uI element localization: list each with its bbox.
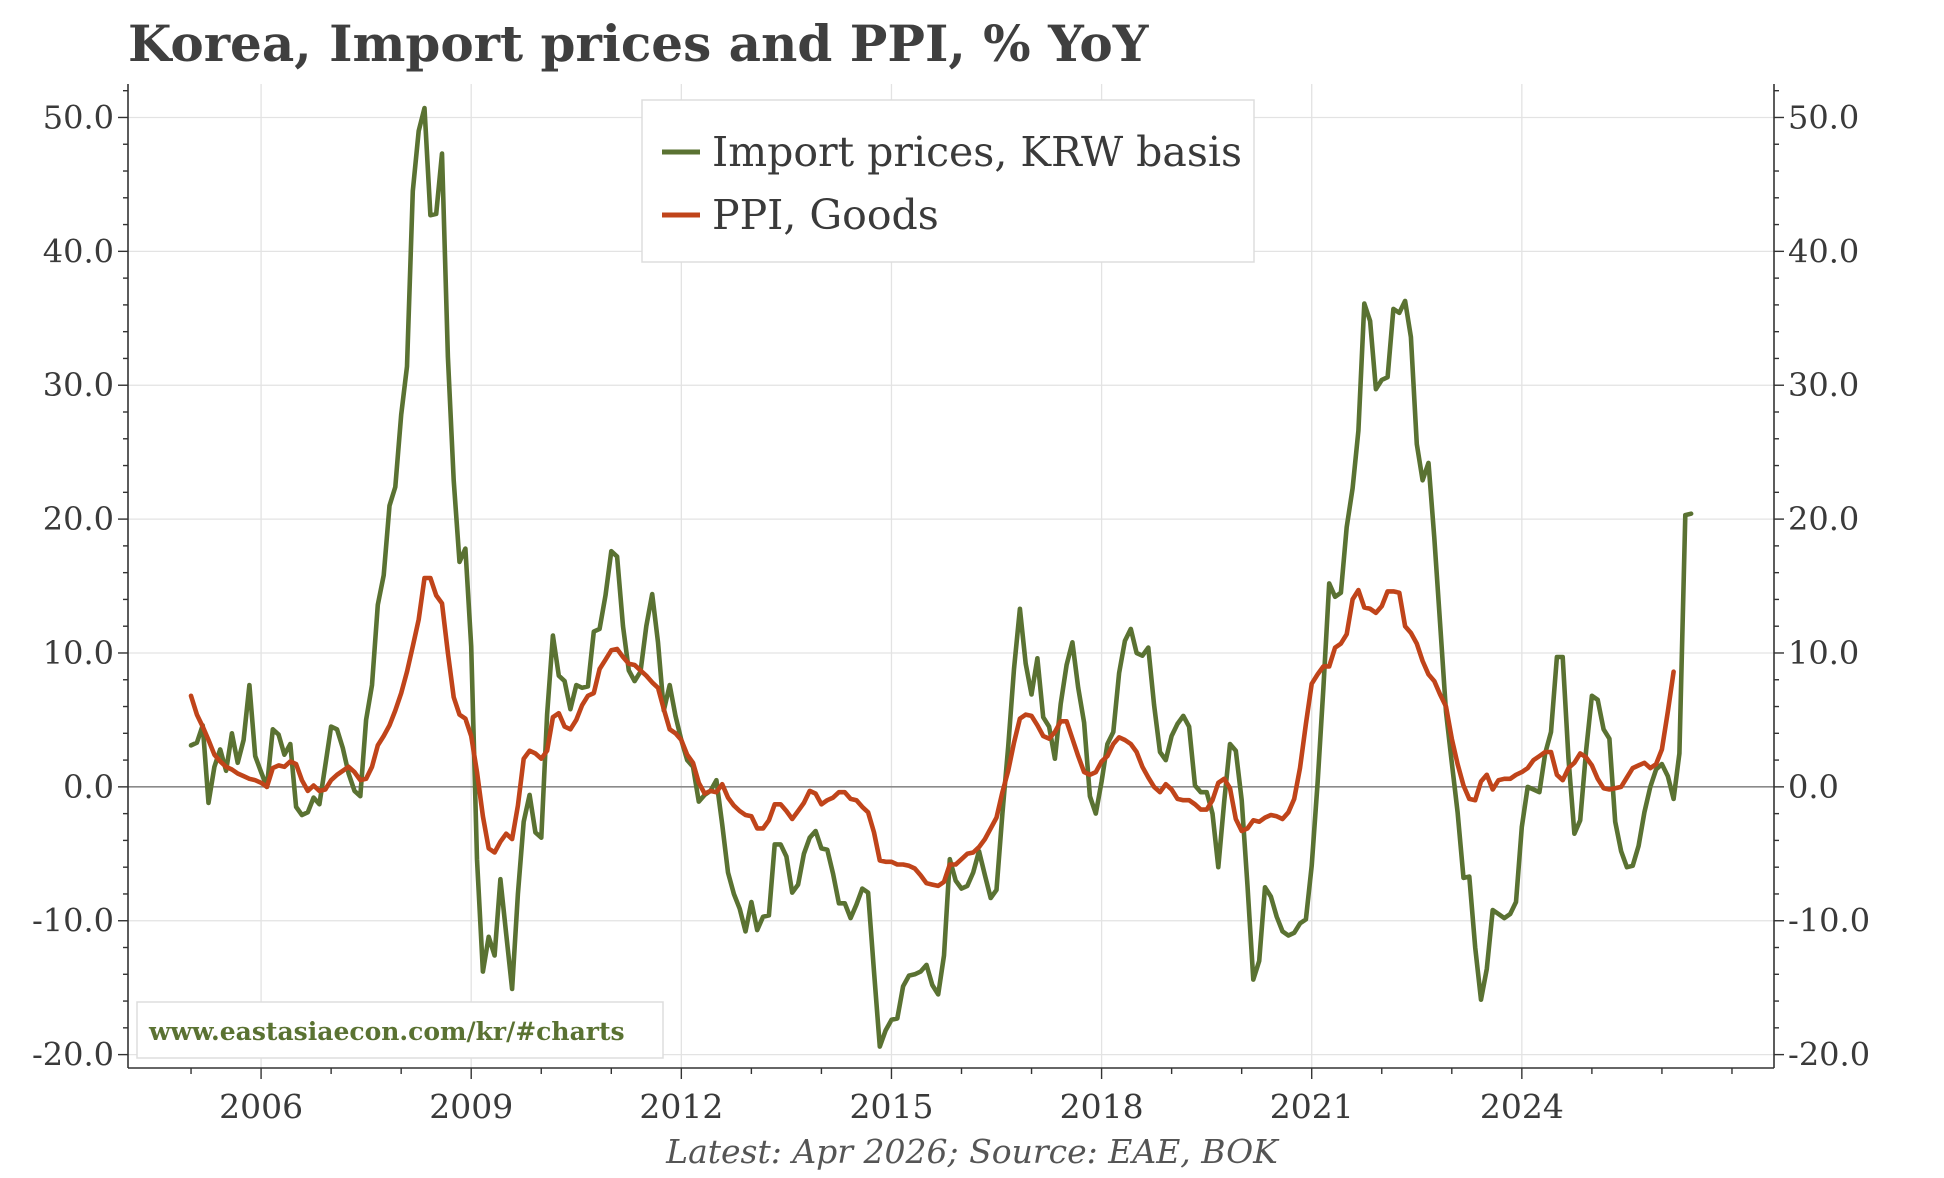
x-tick-label: 2015 — [849, 1087, 933, 1126]
chart-title: Korea, Import prices and PPI, % YoY — [128, 14, 1149, 73]
x-tick-label: 2018 — [1060, 1087, 1144, 1126]
y-tick-label-right: 10.0 — [1788, 634, 1859, 672]
legend-box — [641, 99, 1255, 263]
legend-label: Import prices, KRW basis — [712, 128, 1242, 176]
legend: Import prices, KRW basis PPI, Goods — [641, 99, 1255, 263]
y-tick-label-left: 10.0 — [43, 634, 114, 672]
grid-layer — [128, 84, 1774, 1068]
y-tick-label-right: 30.0 — [1788, 366, 1859, 404]
y-tick-label-left: 30.0 — [43, 366, 114, 404]
axis-layer: -20.0 -20.0 -10.0 -10.0 0.0 0.0 10.0 10.0 20.0 20… — [32, 84, 1870, 1126]
y-tick-label-left: -10.0 — [32, 902, 114, 940]
y-tick-label-right: 0.0 — [1788, 768, 1839, 806]
watermark-text: www.eastasiaecon.com/kr/#charts — [148, 1017, 625, 1046]
x-tick-label: 2012 — [639, 1087, 723, 1126]
x-tick-label: 2024 — [1480, 1087, 1564, 1126]
y-tick-label-right: -20.0 — [1788, 1036, 1870, 1074]
y-tick-label-right: 50.0 — [1788, 98, 1859, 136]
y-tick-label-right: -10.0 — [1788, 902, 1870, 940]
x-tick-label: 2009 — [429, 1087, 513, 1126]
y-tick-label-left: 50.0 — [43, 98, 114, 136]
y-tick-label-left: -20.0 — [32, 1036, 114, 1074]
y-tick-label-right: 20.0 — [1788, 500, 1859, 538]
legend-label: PPI, Goods — [712, 191, 939, 239]
x-tick-label: 2006 — [219, 1087, 303, 1126]
series-line-ppi-goods — [188, 575, 1676, 889]
source-note: Latest: Apr 2026; Source: EAE, BOK — [666, 1132, 1278, 1171]
watermark-box — [136, 1001, 664, 1059]
x-tick-label: 2021 — [1270, 1087, 1354, 1126]
series-line-import-prices — [188, 105, 1694, 1049]
series-layer — [188, 105, 1694, 1049]
y-tick-label-left: 0.0 — [63, 768, 114, 806]
y-tick-label-left: 20.0 — [43, 500, 114, 538]
y-tick-label-right: 40.0 — [1788, 232, 1859, 270]
watermark: www.eastasiaecon.com/kr/#charts — [136, 1001, 664, 1059]
y-tick-label-left: 40.0 — [43, 232, 114, 270]
